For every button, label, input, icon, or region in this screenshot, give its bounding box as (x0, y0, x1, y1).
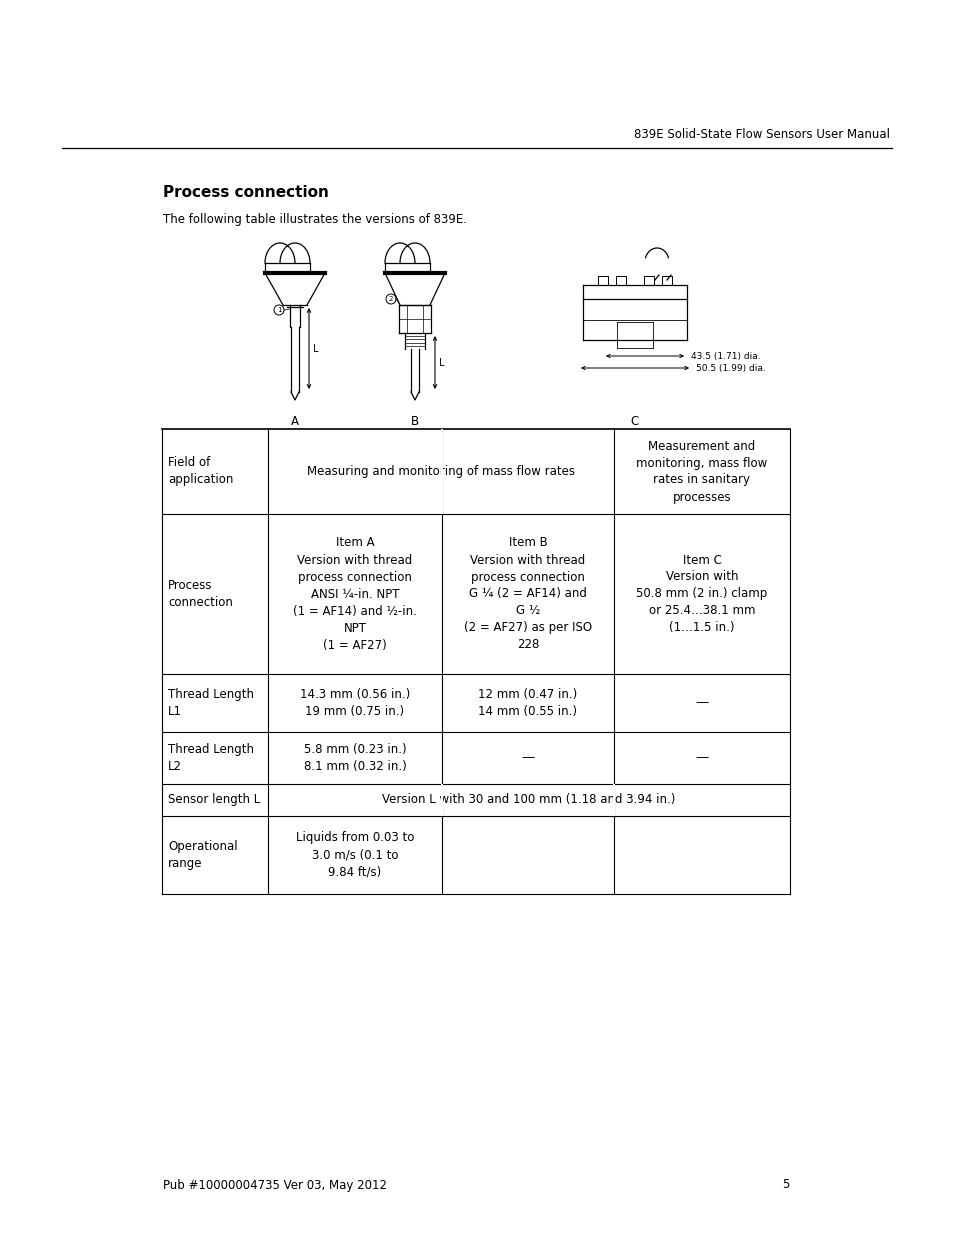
Text: Version L with 30 and 100 mm (1.18 and 3.94 in.): Version L with 30 and 100 mm (1.18 and 3… (382, 794, 675, 806)
Text: 43.5 (1.71) dia.: 43.5 (1.71) dia. (690, 352, 760, 361)
Text: 14.3 mm (0.56 in.)
19 mm (0.75 in.): 14.3 mm (0.56 in.) 19 mm (0.75 in.) (299, 688, 410, 718)
Text: 50.5 (1.99) dia.: 50.5 (1.99) dia. (696, 363, 765, 373)
Text: Item A
Version with thread
process connection
ANSI ¼-in. NPT
(1 = AF14) and ½-in: Item A Version with thread process conne… (293, 536, 416, 652)
Bar (643, 275, 654, 285)
Text: 1: 1 (276, 308, 281, 312)
Text: B: B (411, 415, 418, 429)
Text: The following table illustrates the versions of 839E.: The following table illustrates the vers… (163, 212, 467, 226)
Text: Operational
range: Operational range (168, 840, 237, 869)
Text: Field of
application: Field of application (168, 457, 233, 487)
Text: C: C (630, 415, 639, 429)
Text: —: — (695, 752, 708, 764)
Bar (616, 275, 625, 285)
Text: Liquids from 0.03 to
3.0 m/s (0.1 to
9.84 ft/s): Liquids from 0.03 to 3.0 m/s (0.1 to 9.8… (295, 831, 414, 878)
Text: —: — (695, 697, 708, 709)
Text: 2: 2 (389, 296, 393, 303)
Text: Process
connection: Process connection (168, 579, 233, 609)
Text: Sensor length L: Sensor length L (168, 794, 260, 806)
Text: A: A (291, 415, 298, 429)
Text: 5: 5 (781, 1178, 789, 1192)
Text: Process connection: Process connection (163, 185, 329, 200)
Text: Pub #10000004735 Ver 03, May 2012: Pub #10000004735 Ver 03, May 2012 (163, 1178, 387, 1192)
Text: Measuring and monitoring of mass flow rates: Measuring and monitoring of mass flow ra… (307, 466, 575, 478)
Text: Item B
Version with thread
process connection
G ¼ (2 = AF14) and
G ½
(2 = AF27) : Item B Version with thread process conne… (463, 536, 592, 652)
Bar (661, 275, 671, 285)
Text: 5.8 mm (0.23 in.)
8.1 mm (0.32 in.): 5.8 mm (0.23 in.) 8.1 mm (0.32 in.) (303, 743, 406, 773)
Text: Item C
Version with
50.8 mm (2 in.) clamp
or 25.4…38.1 mm
(1…1.5 in.): Item C Version with 50.8 mm (2 in.) clam… (636, 553, 767, 635)
Text: Thread Length
L2: Thread Length L2 (168, 743, 253, 773)
Text: —: — (521, 752, 534, 764)
Text: 12 mm (0.47 in.)
14 mm (0.55 in.): 12 mm (0.47 in.) 14 mm (0.55 in.) (477, 688, 577, 718)
Text: L: L (438, 357, 444, 368)
Bar (598, 275, 607, 285)
Text: Measurement and
monitoring, mass flow
rates in sanitary
processes: Measurement and monitoring, mass flow ra… (636, 440, 767, 504)
Text: 839E Solid-State Flow Sensors User Manual: 839E Solid-State Flow Sensors User Manua… (634, 128, 889, 141)
Text: Thread Length
L1: Thread Length L1 (168, 688, 253, 718)
Text: L: L (313, 343, 318, 353)
